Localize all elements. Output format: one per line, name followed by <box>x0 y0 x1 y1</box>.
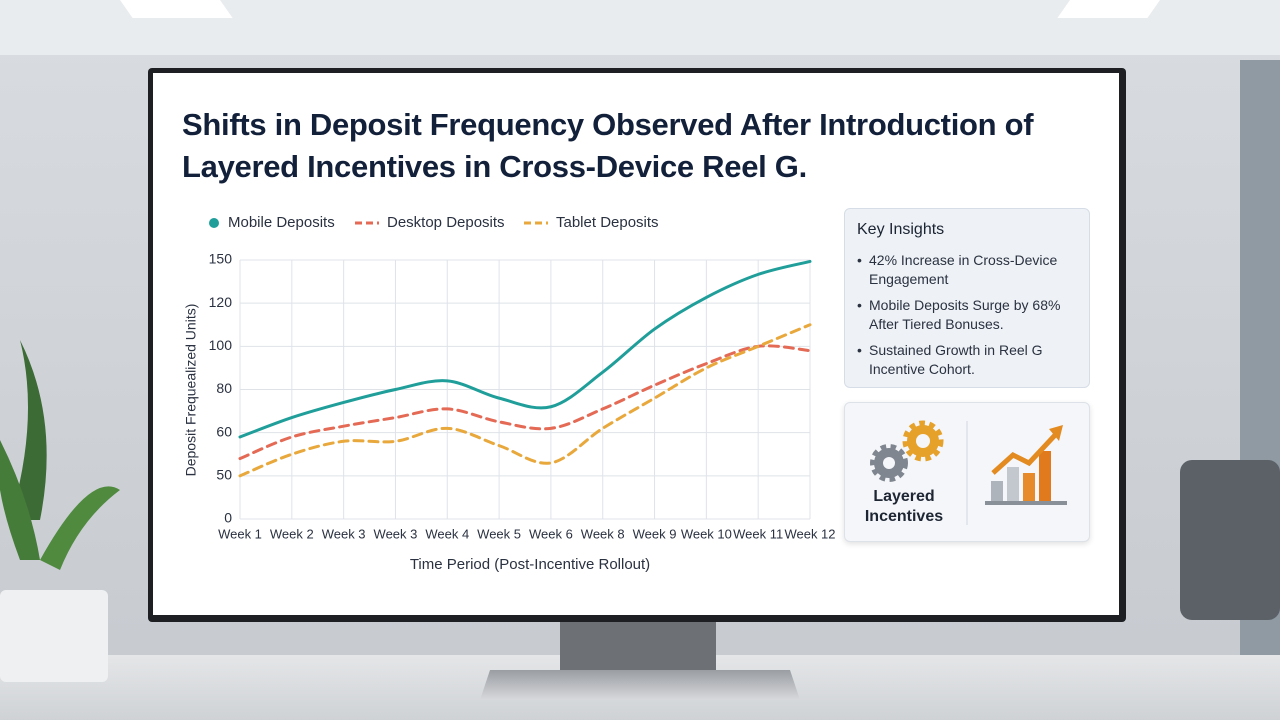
y-tick-label: 120 <box>209 294 233 310</box>
y-tick-label: 100 <box>209 337 233 353</box>
x-tick-label: Week 6 <box>529 526 573 541</box>
insight: Mobile Deposits Surge by 68% After Tiere… <box>857 296 1077 334</box>
insight: 42% Increase in Cross-Device Engagement <box>857 251 1077 289</box>
y-tick-label: 50 <box>216 467 232 483</box>
x-tick-label: Week 11 <box>733 526 783 541</box>
x-tick-label: Week 2 <box>270 526 314 541</box>
growth-icon <box>985 425 1067 505</box>
y-axis-label: Deposit Frequealized Units) <box>183 304 199 477</box>
gear-icon <box>870 420 944 482</box>
badge-card: Layered Incentives <box>844 402 1090 542</box>
monitor-base <box>480 670 800 700</box>
insight: Sustained Growth in Reel G Incentive Coh… <box>857 341 1077 379</box>
x-tick-label: Week 3 <box>374 526 418 541</box>
x-tick-label: Week 9 <box>633 526 677 541</box>
plant <box>0 340 120 682</box>
x-tick-label: Week 10 <box>681 526 732 541</box>
series-line <box>238 344 812 461</box>
ceiling-light <box>120 0 233 18</box>
insights-panel: Key Insights 42% Increase in Cross-Devic… <box>844 208 1090 388</box>
series-line <box>238 259 812 439</box>
y-tick-label: 80 <box>216 380 232 396</box>
y-tick-label: 150 <box>209 251 233 267</box>
x-tick-label: Week 8 <box>581 526 625 541</box>
x-tick-label: Week 5 <box>477 526 521 541</box>
x-tick-label: Week 12 <box>784 526 835 541</box>
chart-title: Shifts in Deposit Frequency Observed Aft… <box>182 107 1034 184</box>
x-tick-label: Week 3 <box>322 526 366 541</box>
x-tick-label: Week 4 <box>425 526 469 541</box>
y-tick-label: 60 <box>216 423 232 439</box>
series-line <box>238 323 812 478</box>
y-tick-label: 0 <box>224 510 232 526</box>
chair <box>1180 460 1280 620</box>
monitor-neck <box>560 618 716 670</box>
ceiling-light <box>1057 0 1160 18</box>
legend-marker <box>209 218 219 228</box>
legend-label: Desktop Deposits <box>387 214 505 231</box>
legend-label: Tablet Deposits <box>556 214 659 231</box>
x-tick-label: Week 1 <box>218 526 262 541</box>
badge-label: Layered Incentives <box>864 488 944 525</box>
insights-heading: Key Insights <box>857 221 945 238</box>
x-axis-label: Time Period (Post-Incentive Rollout) <box>410 556 650 573</box>
insights-list: 42% Increase in Cross-Device Engagement … <box>857 251 1077 379</box>
legend-label: Mobile Deposits <box>228 214 335 231</box>
badge-icons <box>870 420 1067 525</box>
